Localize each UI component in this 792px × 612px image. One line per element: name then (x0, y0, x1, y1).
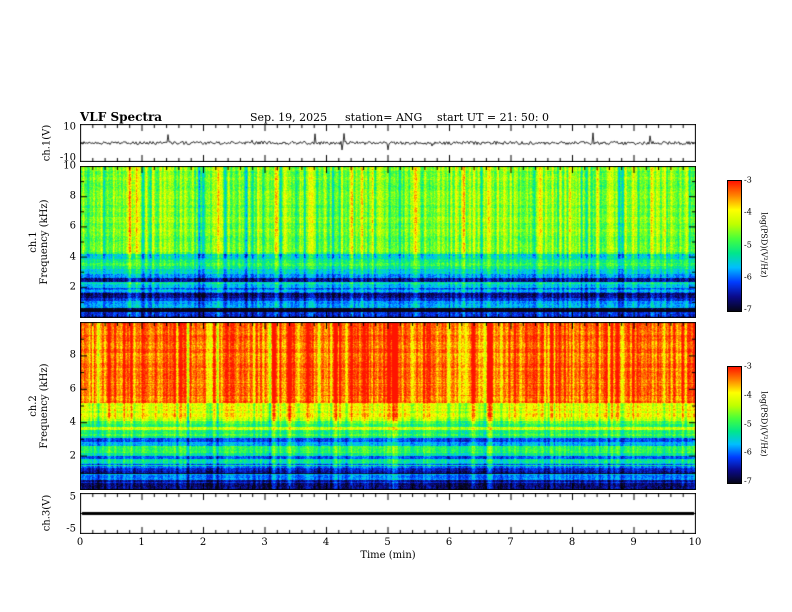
ch2-spectrogram-y-tick-label: 8 (69, 349, 76, 361)
time-tick-label: 0 (76, 537, 84, 548)
ch1-spectrogram-y-tick-label: 10 (63, 160, 76, 172)
colorbar-tick-label: -7 (744, 304, 752, 314)
ch1-waveform-y-tick-label: 10 (63, 121, 76, 133)
colorbar-tick-label: -5 (744, 419, 752, 428)
colorbar-ch1 (727, 180, 742, 312)
colorbar-tick-label: -6 (744, 272, 752, 282)
figure-title: VLF Spectra (80, 110, 163, 124)
time-tick-label: 9 (630, 537, 637, 548)
ch1-waveform-plot (80, 124, 696, 162)
colorbar-ch2-label: log(PSD)(V²/Hz) (759, 391, 769, 457)
colorbar-tick-label: -7 (744, 476, 752, 486)
ch1-frequency-axis-label-line2: Frequency (kHz) (39, 199, 50, 285)
time-tick-label: 5 (384, 537, 391, 548)
ch1-spectrogram-plot (80, 166, 696, 318)
ch2-frequency-axis-label-line2: Frequency (kHz) (39, 363, 50, 449)
colorbar-tick-label: -3 (744, 175, 752, 185)
time-tick-label: 4 (322, 537, 330, 548)
ch2-spectrogram-plot (80, 322, 696, 490)
colorbar-ch1-label: log(PSD)(V²/Hz) (759, 212, 769, 278)
ch2-spectrogram-y-tick-label: 2 (69, 450, 76, 462)
ch1-waveform-y-tick-label: -10 (59, 152, 76, 164)
time-tick-label: 8 (568, 537, 576, 548)
colorbar-tick-label: -4 (744, 207, 752, 217)
ch2-frequency-axis-label-line1: ch.2 (28, 395, 39, 417)
colorbar-ch2 (727, 366, 742, 484)
ch1-spectrogram-y-tick-label: 8 (69, 190, 76, 202)
ch1-spectrogram-y-tick-label: 4 (69, 251, 76, 263)
colorbar-tick-label: -6 (744, 447, 752, 457)
colorbar-tick-label: -3 (744, 361, 752, 371)
ch3-waveform-y-tick-label: 5 (69, 491, 76, 503)
ch1-frequency-axis-label: ch.1 Frequency (kHz) (28, 199, 50, 284)
ch1-spectrogram-y-tick-label: 2 (69, 281, 76, 293)
ch3-waveform-plot (80, 493, 696, 534)
ch1-voltage-axis-label: ch.1(V) (41, 124, 53, 162)
ch1-frequency-axis-label-line1: ch.1 (28, 231, 39, 253)
ch2-spectrogram-y-tick-label: 4 (69, 416, 76, 428)
ch1-spectrogram-y-tick-label: 6 (69, 220, 76, 232)
time-tick-label: 10 (688, 537, 702, 548)
ch3-waveform-y-tick-label: -5 (66, 523, 76, 535)
time-tick-label: 1 (138, 537, 145, 548)
time-tick-label: 2 (199, 537, 207, 548)
time-axis-label: Time (min) (360, 550, 416, 561)
figure-start-ut: start UT = 21: 50: 0 (437, 111, 550, 124)
ch2-spectrogram-y-tick-label: 6 (69, 383, 76, 395)
figure-station: station= ANG (345, 111, 423, 124)
time-tick-label: 7 (507, 537, 514, 548)
ch3-voltage-axis-label: ch.3(V) (41, 494, 53, 532)
time-tick-label: 6 (445, 537, 453, 548)
colorbar-tick-label: -4 (744, 390, 752, 400)
ch2-frequency-axis-label: ch.2 Frequency (kHz) (28, 363, 50, 448)
colorbar-tick-label: -5 (744, 240, 752, 249)
time-tick-label: 3 (261, 537, 268, 548)
figure-date: Sep. 19, 2025 (250, 111, 328, 124)
